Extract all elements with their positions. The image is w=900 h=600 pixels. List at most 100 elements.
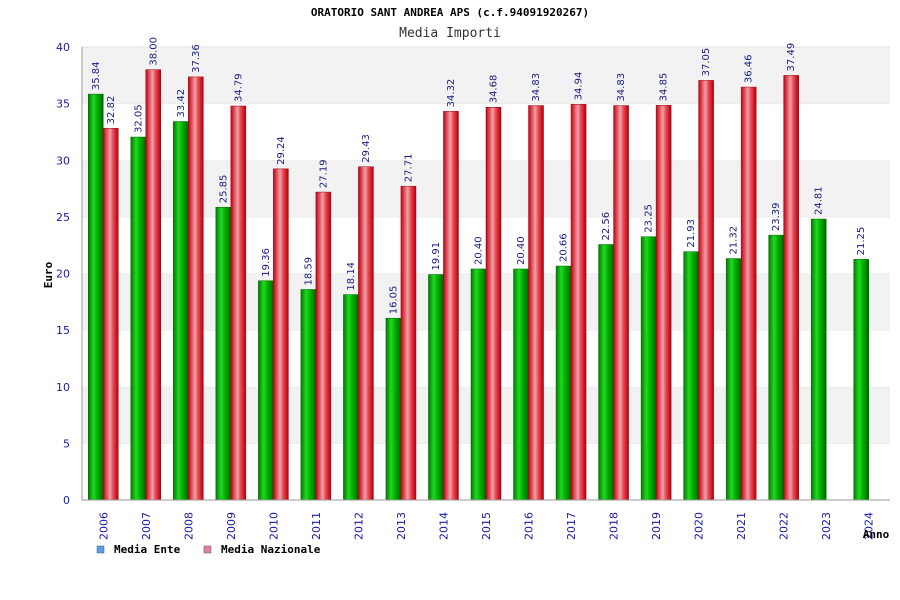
bar-media-nazionale	[443, 111, 459, 501]
data-label: 34.85	[659, 73, 670, 102]
x-tick-label: 2016	[523, 512, 536, 540]
x-tick-label: 2013	[395, 512, 408, 540]
data-label: 23.25	[644, 204, 655, 233]
y-tick-label: 30	[56, 154, 70, 167]
legend-label-media-ente: Media Ente	[114, 543, 181, 556]
data-label: 21.25	[856, 227, 867, 256]
data-label: 29.24	[276, 136, 287, 165]
bar-media-ente	[215, 206, 232, 501]
bar-media-ente	[683, 251, 699, 501]
x-tick-label: 2018	[608, 512, 621, 540]
y-tick-label: 35	[56, 98, 70, 111]
y-tick-label: 5	[63, 437, 70, 450]
bar-media-nazionale	[103, 128, 119, 501]
x-tick-label: 2011	[310, 512, 323, 540]
y-tick-label: 15	[56, 324, 70, 337]
legend: Media Ente Media Nazionale	[96, 543, 321, 556]
y-tick-label: 40	[56, 41, 70, 54]
bar-media-nazionale	[273, 168, 289, 501]
data-label: 18.14	[346, 262, 357, 291]
bar-media-nazionale	[188, 76, 204, 501]
bar-media-nazionale	[698, 80, 714, 501]
y-tick-label: 20	[56, 268, 70, 281]
bar-media-ente	[428, 274, 444, 501]
data-label: 33.42	[176, 89, 187, 118]
bar-media-ente	[513, 268, 529, 501]
data-label: 37.49	[786, 43, 797, 72]
data-label: 21.93	[686, 219, 697, 248]
y-tick-label: 10	[56, 381, 70, 394]
bar-media-ente	[88, 93, 104, 501]
bar-media-nazionale	[613, 105, 629, 501]
x-tick-label: 2019	[650, 512, 663, 540]
y-axis-label: Euro	[42, 261, 55, 288]
bar-media-ente	[343, 294, 359, 501]
bars	[88, 69, 869, 501]
data-label: 20.66	[559, 233, 570, 262]
data-label: 19.91	[431, 242, 442, 271]
data-label: 34.79	[233, 73, 244, 102]
bar-media-nazionale	[740, 86, 757, 501]
data-label: 38.00	[148, 37, 159, 66]
x-tick-label: 2006	[97, 512, 110, 540]
x-tick-label: 2012	[352, 512, 365, 540]
data-label: 16.05	[388, 286, 399, 315]
data-label: 23.39	[771, 202, 782, 231]
bar-media-nazionale	[145, 69, 162, 501]
data-label: 19.36	[261, 248, 272, 277]
x-tick-label: 2015	[480, 512, 493, 540]
chart-subtitle: Media Importi	[399, 26, 501, 41]
x-tick-label: 2022	[778, 512, 791, 540]
bar-media-nazionale	[528, 105, 544, 501]
bar-media-nazionale	[783, 75, 799, 501]
x-tick-label: 2021	[735, 512, 748, 540]
bar-media-ente	[173, 121, 189, 501]
bar-media-ente	[470, 268, 487, 501]
bar-media-ente	[640, 236, 657, 501]
bar-media-ente	[385, 317, 402, 501]
data-label: 34.68	[489, 75, 500, 104]
bar-media-nazionale	[230, 105, 247, 501]
x-tick-label: 2023	[820, 512, 833, 540]
data-label: 34.83	[531, 73, 542, 102]
data-label: 35.84	[91, 61, 102, 90]
bar-media-nazionale	[485, 106, 502, 501]
data-label: 34.94	[574, 72, 585, 101]
x-tick-label: 2009	[225, 512, 238, 540]
bar-media-ente	[725, 258, 742, 501]
data-label: 37.05	[701, 48, 712, 77]
bar-media-nazionale	[400, 185, 417, 501]
legend-swatch-media-nazionale	[203, 545, 212, 554]
bar-media-ente	[300, 289, 317, 501]
x-tick-label: 2010	[267, 512, 280, 540]
legend-swatch-media-ente	[96, 545, 105, 554]
x-tick-label: 2007	[140, 512, 153, 540]
data-label: 27.19	[318, 159, 329, 188]
y-tick-label: 0	[63, 494, 70, 507]
data-label: 29.43	[361, 134, 372, 163]
data-label: 37.36	[191, 44, 202, 73]
data-label: 24.81	[814, 186, 825, 215]
data-label: 25.85	[218, 175, 229, 204]
x-tick-label: 2008	[182, 512, 195, 540]
data-label: 27.71	[403, 154, 414, 183]
x-tick-label: 2024	[863, 512, 876, 540]
bar-media-nazionale	[358, 166, 374, 501]
data-label: 32.82	[106, 96, 117, 125]
data-label: 21.32	[729, 226, 740, 255]
chart-title: ORATORIO SANT ANDREA APS (c.f.9409192026…	[311, 6, 589, 19]
value-labels: 35.84 32.05 33.42 25.85 19.36 18.59 18.14 16.05…	[91, 37, 867, 314]
bar-media-ente	[810, 218, 827, 501]
bar-media-nazionale	[655, 105, 672, 501]
bar-media-nazionale	[315, 191, 332, 501]
x-axis-ticks: 2006 2007 2008 2009 2010 2011 2012 2013 2014 2015…	[97, 512, 875, 540]
bar-media-ente	[768, 234, 784, 501]
x-tick-label: 2020	[693, 512, 706, 540]
y-axis-ticks: 0 5 10 15 20 25 30 35 40	[56, 41, 70, 507]
legend-label-media-nazionale: Media Nazionale	[221, 543, 321, 556]
bar-media-ente	[555, 265, 572, 501]
data-label: 18.59	[303, 257, 314, 286]
data-label: 36.46	[744, 54, 755, 83]
x-axis-label: Anno	[863, 528, 890, 541]
